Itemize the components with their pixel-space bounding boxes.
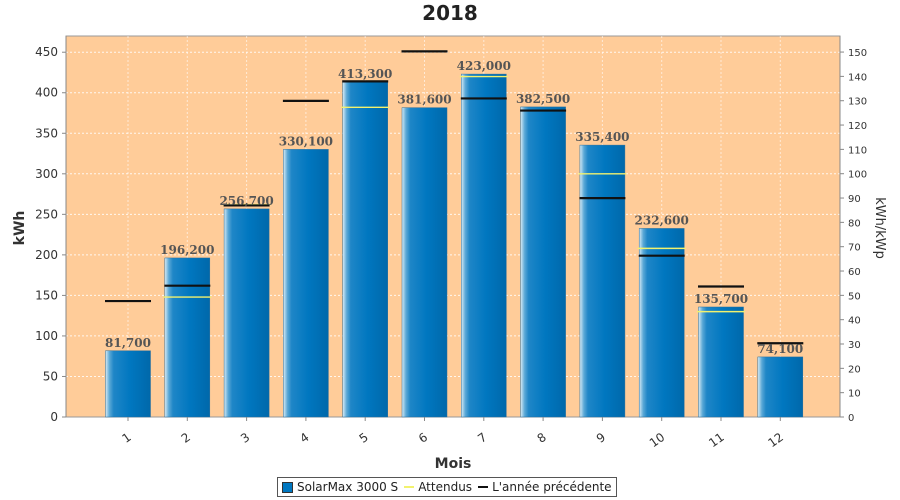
data-label-month-12: 74,100 (757, 342, 803, 356)
data-label-month-3: 256,700 (219, 194, 273, 208)
y-axis-right: 0 10 20 30 40 50 60 70 80 90 100 110 120 130 140 150 (839, 36, 867, 424)
y-tick-label: 0 (50, 410, 58, 424)
x-tick-label: 9 (594, 430, 608, 446)
bar-month-6 (401, 107, 448, 418)
y-tick-label: 350 (35, 126, 58, 140)
data-labels: 81,700 196,200 256,700 330,100 413,300 381,60… (105, 59, 803, 356)
bar-month-8 (520, 106, 566, 418)
bar-month-9 (579, 144, 626, 418)
x-tick-label: 8 (535, 430, 549, 446)
x-tick-label: 7 (475, 430, 489, 446)
y2-tick-label: 10 (848, 389, 861, 400)
legend-label-solarmax: SolarMax 3000 S (297, 480, 399, 494)
legend-swatch-previous-year (478, 486, 489, 488)
y2-tick-label: 50 (848, 291, 861, 302)
x-tick-label: 3 (238, 430, 252, 446)
y2-tick-label: 30 (848, 340, 861, 351)
y2-tick-label: 80 (848, 218, 861, 229)
y2-tick-label: 70 (848, 243, 861, 254)
legend: SolarMax 3000 S Attendus L'année précéde… (277, 477, 617, 497)
chart-title: 2018 (422, 1, 478, 25)
y-tick-label: 250 (35, 207, 58, 221)
bar-month-4 (283, 149, 329, 418)
y-tick-label: 150 (35, 288, 58, 302)
data-label-month-5: 413,300 (338, 67, 392, 81)
x-tick-label: 4 (297, 430, 311, 446)
x-axis: 1 2 3 4 5 6 7 8 9 10 11 12 (119, 417, 786, 450)
bar-month-3 (223, 208, 270, 418)
legend-swatch-attendus (404, 486, 415, 488)
legend-label-attendus: Attendus (418, 480, 473, 494)
marker-series (105, 50, 804, 345)
x-tick-label: 11 (706, 430, 727, 450)
legend-item-solarmax: SolarMax 3000 S (282, 480, 398, 494)
bar-month-10 (638, 228, 685, 418)
y2-tick-label: 20 (848, 364, 861, 375)
x-tick-label: 10 (647, 430, 668, 450)
y-tick-label: 400 (35, 86, 58, 100)
data-label-month-9: 335,400 (575, 130, 629, 144)
legend-swatch-solarmax (282, 481, 293, 493)
data-label-month-1: 81,700 (105, 336, 151, 350)
bar-month-2 (164, 257, 211, 418)
y-axis-left: 0 50 100 150 200 250 300 350 400 450 (35, 36, 67, 424)
x-tick-label: 12 (765, 430, 786, 450)
bar-month-7 (461, 73, 507, 418)
legend-item-previous-year: L'année précédente (478, 480, 612, 494)
x-axis-label: Mois (435, 456, 472, 472)
x-tick-label: 1 (119, 430, 133, 446)
y-tick-label: 450 (35, 45, 58, 59)
data-label-month-11: 135,700 (694, 292, 748, 306)
y2-tick-label: 110 (848, 145, 867, 156)
bar-month-12 (757, 356, 804, 418)
bar-month-5 (342, 81, 388, 418)
legend-label-previous-year: L'année précédente (492, 480, 612, 494)
x-tick-label: 6 (416, 430, 430, 446)
bar-month-11 (698, 306, 744, 418)
bar-month-1 (105, 350, 151, 418)
y2-axis-label: kWh/kWp (872, 197, 887, 259)
y-axis-label: kWh (12, 211, 28, 246)
data-label-month-8: 382,500 (516, 92, 570, 106)
data-label-month-2: 196,200 (160, 243, 214, 257)
x-tick-label: 2 (179, 430, 193, 446)
x-tick-label: 5 (357, 430, 371, 446)
data-label-month-7: 423,000 (457, 59, 511, 73)
legend-item-attendus: Attendus (404, 480, 472, 494)
bar-series (105, 73, 804, 418)
y2-tick-label: 0 (848, 413, 854, 424)
y2-tick-label: 120 (848, 121, 867, 132)
data-label-month-10: 232,600 (635, 213, 689, 227)
y-tick-label: 300 (35, 167, 58, 181)
data-label-month-6: 381,600 (397, 93, 451, 107)
y-tick-label: 50 (43, 369, 58, 383)
y2-tick-label: 130 (848, 97, 867, 108)
y2-tick-label: 100 (848, 170, 867, 181)
y-tick-label: 200 (35, 248, 58, 262)
y-tick-label: 100 (35, 329, 58, 343)
y2-tick-label: 140 (848, 72, 867, 83)
data-label-month-4: 330,100 (279, 134, 333, 148)
y2-tick-label: 150 (848, 48, 867, 59)
y2-tick-label: 40 (848, 316, 861, 327)
y2-tick-label: 60 (848, 267, 861, 278)
y2-tick-label: 90 (848, 194, 861, 205)
